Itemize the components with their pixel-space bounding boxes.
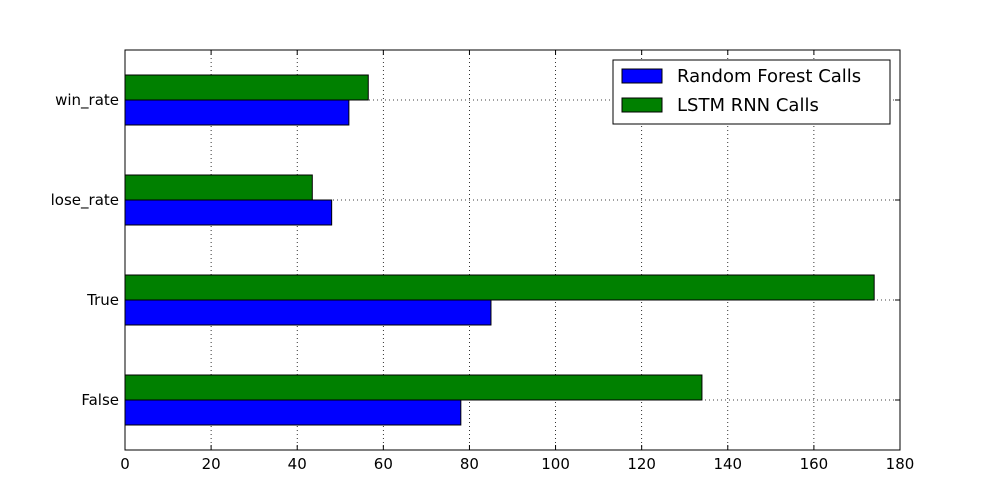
x-tick-label: 60 [374, 455, 393, 473]
bars [124, 74, 875, 426]
legend-label-lstm-rnn: LSTM RNN Calls [677, 95, 819, 116]
bar-lstm-rnn [124, 274, 875, 301]
y-tick-label: True [86, 291, 119, 309]
plot-frame [124, 49, 901, 451]
x-tick-label: 80 [460, 455, 479, 473]
bar-random-forest [124, 299, 492, 326]
x-tick-label: 0 [120, 455, 130, 473]
x-tick-label: 180 [886, 455, 915, 473]
x-tick-label: 40 [288, 455, 307, 473]
bar-lstm-rnn [124, 374, 703, 401]
legend-label-random-forest: Random Forest Calls [677, 66, 861, 87]
tick-labels: 0 20 40 60 80 100 120 140 160 180 False True lose_ra… [51, 91, 915, 473]
legend: Random Forest Calls LSTM RNN Calls [612, 59, 891, 125]
x-tick-label: 120 [627, 455, 656, 473]
bar-random-forest [124, 399, 462, 426]
bar-random-forest [124, 199, 333, 226]
x-tick-label: 100 [541, 455, 570, 473]
y-tick-label: lose_rate [51, 191, 119, 210]
x-tick-label: 20 [202, 455, 221, 473]
y-tick-label: False [81, 391, 119, 409]
x-tick-label: 140 [713, 455, 742, 473]
y-tick-label: win_rate [55, 91, 119, 110]
legend-swatch-random-forest [621, 68, 663, 84]
tick-marks [124, 50, 901, 450]
grid [125, 50, 900, 450]
x-tick-label: 160 [800, 455, 829, 473]
legend-swatch-lstm-rnn [621, 97, 663, 113]
bar-lstm-rnn [124, 74, 369, 101]
bar-lstm-rnn [124, 174, 313, 201]
bar-random-forest [124, 99, 350, 126]
